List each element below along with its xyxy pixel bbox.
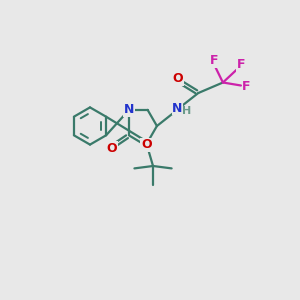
Text: N: N <box>172 101 182 115</box>
Text: H: H <box>182 106 191 116</box>
Text: O: O <box>141 139 152 152</box>
Text: F: F <box>237 58 245 71</box>
Text: O: O <box>106 142 117 155</box>
Text: O: O <box>172 72 183 85</box>
Text: N: N <box>124 103 134 116</box>
Text: F: F <box>210 54 219 68</box>
Text: F: F <box>242 80 251 93</box>
